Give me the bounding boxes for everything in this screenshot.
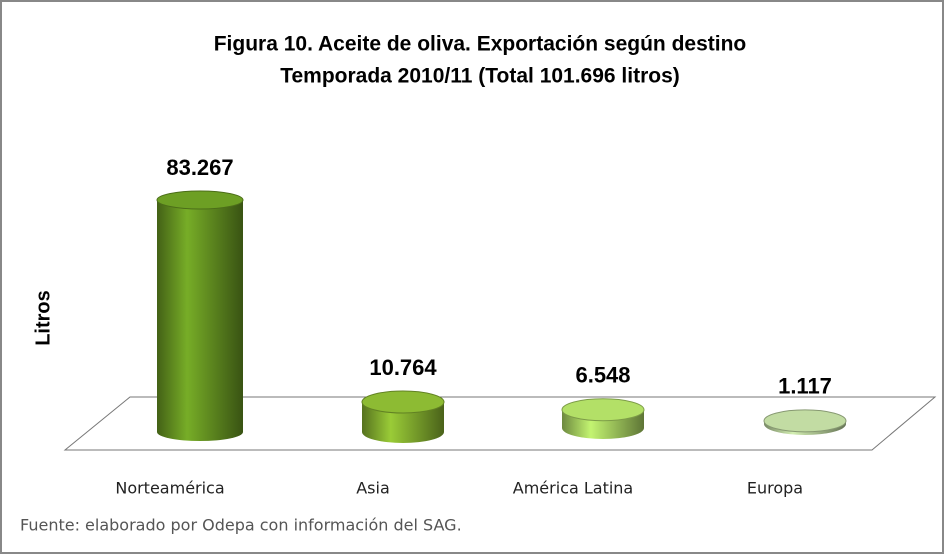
x-tick-label: Norteamérica — [115, 479, 224, 498]
cylinder-top — [361, 390, 445, 414]
chart-title: Figura 10. Aceite de oliva. Exportación … — [214, 33, 747, 56]
x-tick-label: América Latina — [513, 479, 633, 498]
cylinder-top — [156, 190, 244, 210]
value-label: 6.548 — [575, 363, 630, 388]
source-note: Fuente: elaborado por Odepa con informac… — [20, 516, 462, 535]
floor — [63, 396, 937, 451]
x-tick-label: Europa — [747, 479, 803, 498]
value-label: 1.117 — [778, 374, 832, 399]
value-label: 10.764 — [369, 355, 437, 380]
cylinder-top — [763, 409, 847, 433]
value-label: 83.267 — [166, 155, 233, 180]
y-axis-label: Litros — [32, 290, 54, 346]
x-tick-label: Asia — [356, 479, 390, 498]
bar — [157, 200, 243, 432]
cylinder-top — [561, 398, 645, 422]
chart-subtitle: Temporada 2010/11 (Total 101.696 litros) — [280, 65, 680, 88]
